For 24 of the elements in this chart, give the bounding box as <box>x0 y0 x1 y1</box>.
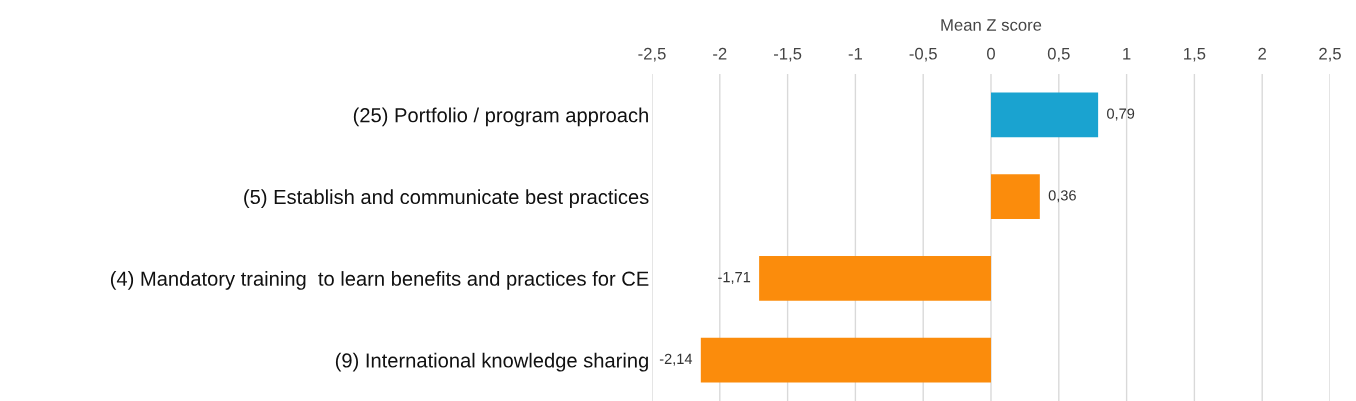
x-tick-label: -2 <box>713 47 727 60</box>
y-tick-label: (4) Mandatory training to learn benefits and practices for CE <box>110 271 649 290</box>
data-label: 0,36 <box>1048 190 1076 203</box>
y-tick-label: (25) Portfolio / program approach <box>353 107 648 127</box>
x-tick-label: 0 <box>987 47 995 60</box>
x-tick-label: -1 <box>848 47 862 60</box>
x-tick-label: 1 <box>1123 47 1131 60</box>
bar <box>991 92 1099 138</box>
data-label: 0,79 <box>1107 108 1135 121</box>
x-tick-label: -2,5 <box>638 47 666 62</box>
x-tick-label: 0,5 <box>1047 47 1070 62</box>
x-tick-label: 1,5 <box>1184 47 1206 62</box>
y-tick-label: (9) International knowledge sharing <box>335 352 648 372</box>
data-label: -2,14 <box>659 353 693 366</box>
x-tick-label: -1,5 <box>773 47 802 62</box>
x-axis-title: Mean Z score <box>941 19 1042 31</box>
bar <box>991 174 1040 220</box>
x-tick-label: 2 <box>1258 47 1266 60</box>
x-tick-label: 2,5 <box>1319 47 1341 62</box>
data-label: -1,71 <box>718 272 751 285</box>
y-tick-label: (5) Establish and communicate best practices <box>244 189 649 209</box>
bar <box>759 255 991 301</box>
bar <box>700 337 991 383</box>
x-tick-label: -0,5 <box>909 47 937 62</box>
